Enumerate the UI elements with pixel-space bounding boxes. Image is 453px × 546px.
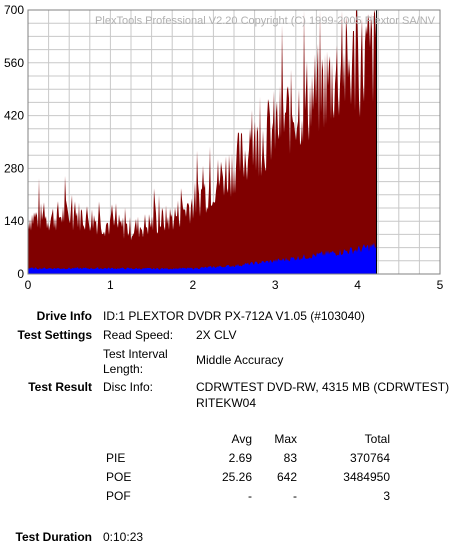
poe-avg: 25.26 (221, 470, 252, 484)
drive-info-label: Drive Info (36, 309, 92, 323)
disc-info-value: CDRWTEST DVD-RW, 4315 MB (CDRWTEST) (196, 380, 450, 394)
pie-total: 370764 (349, 451, 390, 465)
series-1-area (28, 242, 377, 274)
y-tick-label: 140 (4, 214, 24, 228)
chart: 0 1 2 3 4 5 0 140 280 420 560 700 PlexTools Profess… (4, 3, 444, 292)
plot-frame (27, 9, 441, 275)
chart-title: PlexTools Professional V2.20 Copyright (… (95, 15, 436, 27)
pie-avg: 2.69 (228, 451, 252, 465)
x-tick-label: 3 (272, 278, 279, 292)
interval-value: Middle Accuracy (196, 353, 284, 367)
poe-total: 3484950 (343, 470, 390, 484)
poe-max: 642 (276, 470, 297, 484)
pof-total: 3 (383, 489, 390, 503)
tick-labels: 0 1 2 3 4 5 0 140 280 420 560 700 (4, 3, 444, 292)
pie-max: 83 (283, 451, 297, 465)
test-settings-label: Test Settings (17, 328, 92, 342)
read-speed-value: 2X CLV (196, 328, 237, 342)
avg-header: Avg (231, 432, 252, 446)
series-0-area (28, 10, 377, 274)
pof-avg: - (248, 489, 252, 503)
interval-label-1: Test Interval (103, 347, 168, 361)
x-tick-label: 0 (25, 278, 32, 292)
y-tick-label: 560 (4, 56, 24, 70)
total-header: Total (364, 432, 390, 446)
pof-label: POF (106, 489, 131, 503)
x-tick-label: 5 (437, 278, 444, 292)
test-duration-label: Test Duration (15, 530, 92, 544)
y-tick-label: 280 (4, 161, 24, 175)
y-tick-label: 0 (17, 267, 24, 281)
drive-info-value: ID:1 PLEXTOR DVDR PX-712A V1.05 (#103040… (103, 309, 365, 323)
poe-label: POE (106, 470, 132, 484)
interval-label-2: Length: (103, 362, 144, 376)
read-speed-label: Read Speed: (103, 328, 174, 342)
max-header: Max (274, 432, 297, 446)
pie-label: PIE (106, 451, 126, 465)
test-duration-value: 0:10:23 (103, 530, 144, 544)
y-tick-label: 700 (4, 3, 24, 17)
series (27, 9, 441, 275)
y-tick-label: 420 (4, 109, 24, 123)
x-tick-label: 1 (107, 278, 114, 292)
disc-info-value-2: RITEKW04 (196, 396, 257, 410)
x-tick-label: 2 (189, 278, 196, 292)
pof-max: - (293, 489, 297, 503)
disc-info-label: Disc Info: (103, 380, 154, 394)
test-result-label: Test Result (28, 380, 92, 394)
x-tick-label: 4 (354, 278, 361, 292)
